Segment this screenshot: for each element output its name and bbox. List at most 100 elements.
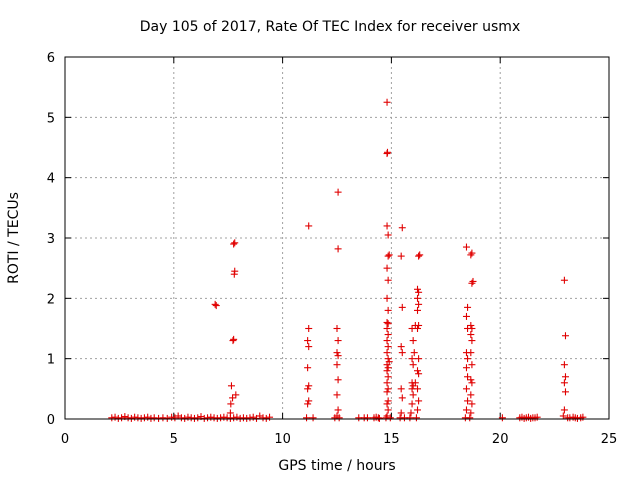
data-point	[573, 414, 581, 422]
data-point	[239, 414, 247, 422]
x-tick-label: 10	[274, 432, 291, 447]
data-point	[194, 414, 202, 422]
data-point	[137, 414, 145, 422]
data-point	[385, 251, 393, 259]
data-point	[409, 391, 417, 399]
y-axis-title: ROTI / TECUs	[6, 192, 22, 284]
data-point	[243, 414, 251, 422]
data-point	[150, 414, 158, 422]
data-point	[397, 343, 405, 351]
data-point	[415, 355, 423, 363]
data-point	[334, 245, 342, 253]
data-point	[412, 414, 420, 422]
data-point	[333, 325, 341, 332]
x-tick-label: 25	[601, 432, 618, 447]
y-tick-labels: 0 1 2 3 4 5 6	[47, 51, 55, 428]
data-point	[334, 337, 342, 345]
data-point	[384, 231, 392, 239]
data-point	[464, 355, 472, 363]
data-point	[304, 385, 312, 393]
x-tick-label: 20	[492, 432, 509, 447]
data-point	[334, 406, 342, 414]
data-point	[227, 382, 235, 390]
data-point	[467, 251, 475, 259]
data-point	[468, 379, 476, 387]
data-point	[468, 279, 476, 287]
data-point	[155, 414, 163, 422]
data-point	[561, 388, 569, 396]
data-point	[468, 400, 476, 408]
data-point	[384, 397, 392, 405]
data-point	[124, 414, 132, 422]
data-point	[383, 318, 391, 326]
y-tick-label: 1	[47, 353, 55, 368]
data-point	[140, 414, 148, 422]
data-point	[229, 337, 237, 345]
data-point	[204, 414, 212, 422]
data-point	[407, 409, 415, 417]
data-point	[383, 294, 391, 302]
data-point	[171, 414, 179, 422]
data-point	[560, 406, 568, 414]
data-point	[159, 414, 167, 422]
data-point	[384, 343, 392, 351]
data-point	[560, 276, 568, 284]
data-point	[384, 373, 392, 381]
data-point	[114, 414, 122, 422]
y-tick-label: 3	[47, 232, 55, 247]
data-point	[305, 222, 313, 230]
data-point	[220, 413, 228, 421]
data-point	[415, 288, 423, 296]
data-point	[384, 406, 392, 414]
data-point	[190, 414, 198, 422]
data-point	[131, 413, 139, 421]
data-point	[375, 414, 383, 422]
data-point	[305, 343, 313, 351]
data-point	[462, 312, 470, 320]
y-tick-label: 6	[47, 51, 55, 66]
data-point	[411, 379, 419, 387]
data-point	[108, 414, 116, 422]
data-point	[223, 414, 231, 422]
x-tick-labels: 0 5 10 15 20 25	[61, 432, 617, 447]
data-point	[560, 379, 568, 387]
data-point	[383, 148, 391, 156]
data-point	[462, 406, 470, 414]
data-point	[217, 414, 225, 422]
data-point	[467, 409, 475, 417]
x-axis-title: GPS time / hours	[278, 458, 395, 474]
data-point	[231, 267, 239, 275]
x-tick-label: 0	[61, 432, 69, 447]
data-point	[118, 414, 126, 422]
data-point	[333, 349, 341, 357]
data-point	[333, 361, 341, 369]
data-point	[134, 414, 142, 422]
data-point	[414, 294, 422, 302]
data-point	[468, 361, 476, 369]
data-point	[414, 306, 422, 314]
data-point	[383, 412, 391, 420]
data-point	[468, 337, 476, 345]
data-point	[468, 249, 476, 257]
data-point	[184, 413, 192, 421]
data-point	[174, 412, 182, 420]
data-point	[467, 376, 475, 384]
data-point	[147, 414, 155, 422]
data-point	[111, 413, 119, 421]
data-point	[410, 349, 418, 357]
data-point	[464, 303, 472, 311]
data-point	[212, 302, 220, 310]
data-point	[335, 414, 343, 422]
data-point	[231, 239, 239, 247]
data-point	[383, 400, 391, 408]
data-point	[414, 406, 422, 414]
data-point	[561, 373, 569, 381]
data-point	[414, 325, 422, 332]
data-point	[560, 361, 568, 369]
data-point	[384, 331, 392, 339]
data-point	[462, 385, 470, 393]
data-point	[397, 385, 405, 393]
data-point	[363, 414, 371, 422]
data-point	[416, 251, 424, 259]
data-point	[467, 391, 475, 399]
